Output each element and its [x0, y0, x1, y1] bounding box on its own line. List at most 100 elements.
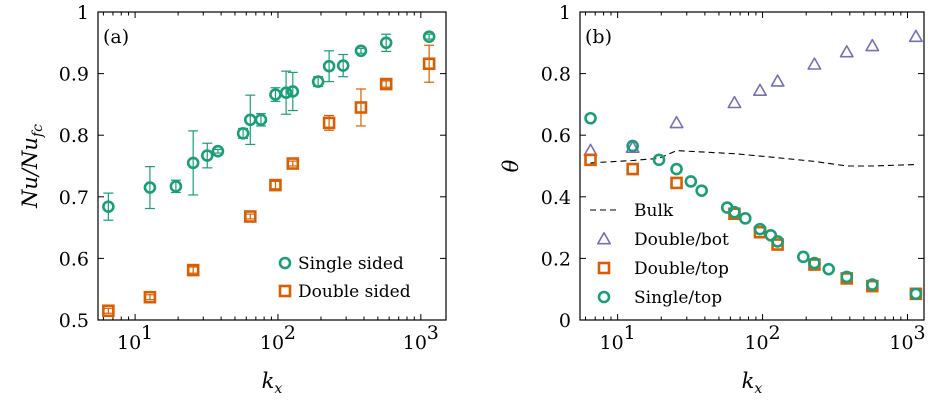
legend-label: Double sided — [298, 282, 411, 302]
data-point — [243, 210, 257, 223]
data-point — [200, 149, 214, 162]
data-point — [908, 29, 923, 43]
y-tick-label: 0.8 — [59, 125, 89, 147]
x-tick-exponent: 3 — [913, 322, 925, 344]
series-single-top — [584, 111, 923, 301]
data-point — [626, 139, 639, 153]
y-tick-label: 0.6 — [59, 248, 89, 270]
y-tick-label: 0.9 — [59, 64, 89, 86]
data-point — [652, 153, 666, 167]
x-tick-label: 10 — [889, 332, 913, 354]
data-point — [354, 44, 368, 58]
data-point — [695, 184, 708, 197]
x-tick-exponent: 2 — [284, 322, 296, 344]
x-tick-exponent: 2 — [769, 322, 781, 344]
data-point — [626, 162, 639, 176]
data-point — [752, 83, 767, 96]
data-point — [822, 262, 835, 276]
data-point — [102, 200, 115, 213]
data-point — [186, 156, 200, 170]
y-tick-label: 0.6 — [541, 125, 571, 147]
data-point — [909, 287, 923, 301]
data-point — [865, 38, 880, 52]
legend-label: Double/top — [634, 259, 729, 279]
x-tick-label: 10 — [260, 332, 284, 354]
legend-label: Single/top — [634, 288, 722, 308]
y-tick-label: 0.8 — [541, 64, 571, 86]
data-point — [379, 77, 393, 91]
x-tick-label: 10 — [117, 332, 141, 354]
legend-marker — [597, 261, 611, 275]
legend-entry: Single/top — [597, 288, 722, 308]
series-single-sided — [102, 30, 436, 221]
legend-entry: Single sided — [278, 254, 404, 274]
data-point — [211, 144, 225, 158]
x-tick-exponent: 3 — [427, 322, 439, 344]
data-point — [771, 235, 784, 248]
legend-label: Single sided — [298, 254, 404, 274]
series-double-bot — [583, 29, 923, 157]
data-point — [584, 111, 597, 125]
data-point — [322, 116, 336, 130]
data-point — [670, 176, 683, 190]
data-point — [322, 59, 336, 73]
y-axis-title: θ — [499, 159, 523, 172]
y-tick-label: 0.2 — [541, 248, 571, 270]
x-tick-label: 10 — [403, 332, 427, 354]
panel-label: (b) — [585, 26, 612, 48]
legend-marker — [278, 256, 292, 270]
data-point — [186, 263, 200, 277]
data-point — [286, 157, 300, 170]
data-point — [796, 250, 810, 264]
data-point — [770, 74, 785, 87]
data-point — [866, 278, 879, 291]
data-point — [839, 45, 854, 58]
data-point — [670, 162, 683, 176]
y-tick-label: 1 — [77, 2, 89, 24]
bulk-line — [590, 150, 916, 167]
y-tick-label: 0 — [559, 310, 571, 332]
data-point — [143, 181, 157, 194]
x-tick-label: 10 — [744, 332, 768, 354]
data-point — [422, 57, 436, 71]
plot-frame — [579, 11, 925, 321]
data-point — [286, 85, 300, 98]
legend-label: Double/bot — [634, 230, 729, 250]
data-point — [279, 86, 293, 99]
data-point — [354, 101, 368, 114]
data-point — [764, 229, 778, 242]
data-point — [738, 212, 752, 225]
data-point — [236, 127, 250, 140]
data-point — [684, 175, 698, 188]
legend-marker — [596, 232, 612, 245]
legend-entry: Bulk — [590, 201, 674, 221]
x-tick-exponent: 1 — [141, 322, 153, 344]
legend-entry: Double sided — [278, 282, 411, 302]
y-tick-label: 1 — [559, 2, 571, 24]
series-bulk — [590, 150, 916, 167]
x-tick-exponent: 1 — [624, 322, 636, 344]
y-axis-title: Nu/Nufc — [18, 124, 46, 209]
data-point — [269, 178, 282, 192]
plot-frame — [97, 11, 447, 321]
data-point — [727, 95, 742, 109]
data-point — [840, 270, 854, 284]
legend-entry: Double/bot — [596, 230, 729, 250]
data-point — [728, 205, 741, 219]
series-double-sided — [102, 44, 436, 318]
data-point — [336, 59, 350, 72]
panel-label: (a) — [103, 26, 129, 48]
data-point — [808, 256, 821, 270]
legend-label: Bulk — [634, 201, 674, 221]
data-point — [422, 30, 436, 43]
data-point — [143, 290, 157, 304]
data-point — [584, 153, 597, 167]
data-point — [169, 180, 183, 193]
data-point — [254, 113, 268, 127]
legend-marker — [597, 290, 611, 304]
data-point — [669, 115, 684, 129]
x-axis-title: kx — [262, 369, 283, 397]
